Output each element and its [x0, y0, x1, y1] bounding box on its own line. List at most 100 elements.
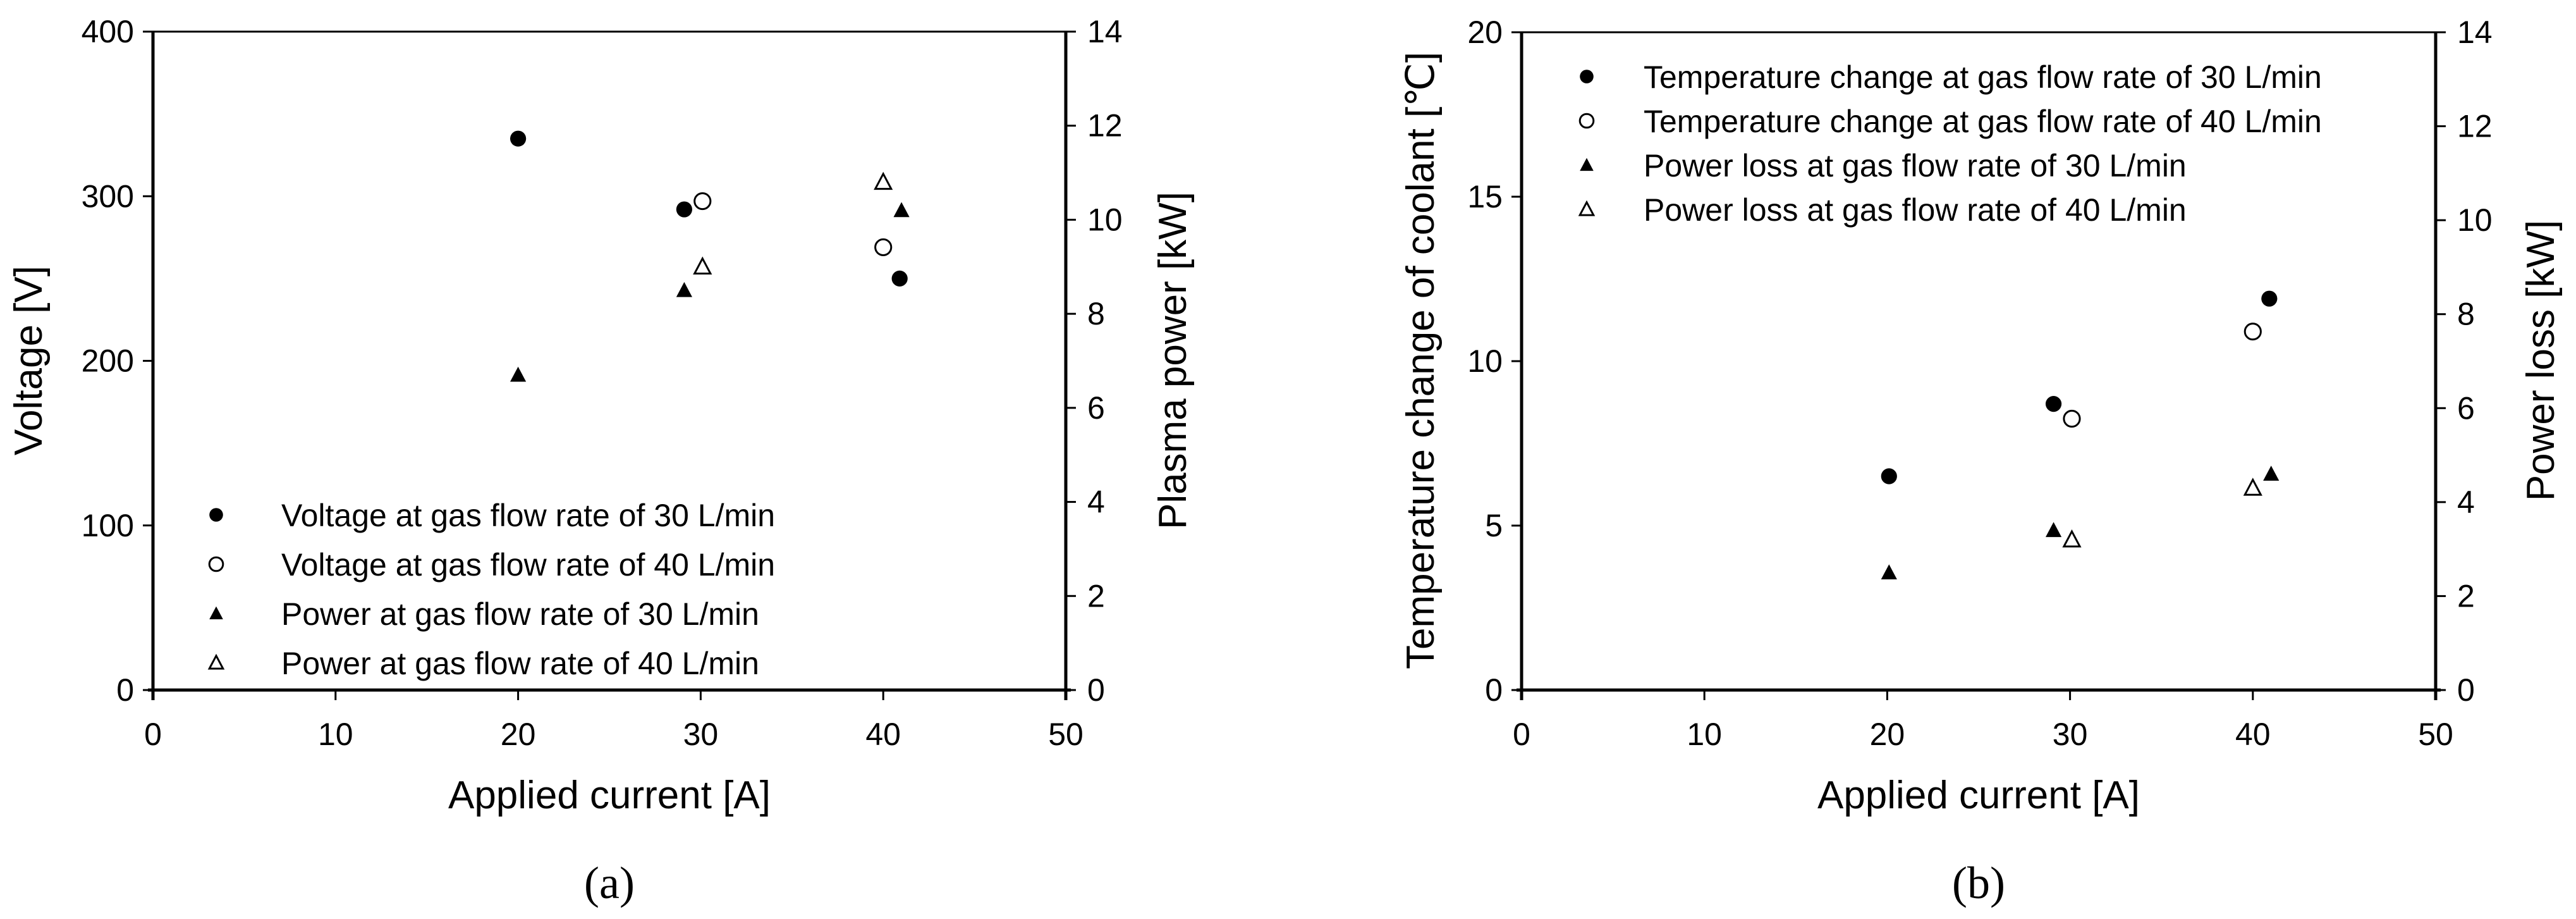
y2-tick-label: 6: [1087, 390, 1105, 426]
y2-tick-label: 0: [1087, 672, 1105, 708]
open-circle-data-point: [2063, 409, 2081, 428]
y2-tick-label: 14: [1087, 14, 1123, 49]
y2-tick-label: 14: [2457, 15, 2493, 50]
filled-circle-data-point: [676, 201, 693, 218]
filled-triangle-data-point: [510, 366, 527, 382]
panel-b-chart: 0 10 20 30 40 50 0 5 10 15 20 0 2 4 6 8 10 12 14 Tempera…: [1399, 15, 2563, 908]
y2-tick-label: 2: [1087, 578, 1105, 614]
y-axis-ticks: 0 5 10 15 20: [1467, 15, 1522, 708]
filled-triangle-legend-icon: [1580, 157, 1594, 171]
x-tick-label: 0: [1513, 717, 1530, 752]
x-tick-label: 50: [1048, 717, 1084, 752]
x-tick-label: 40: [2235, 717, 2271, 752]
legend-label: Power loss at gas flow rate of 40 L/min: [1644, 192, 2187, 228]
legend-label: Voltage at gas flow rate of 30 L/min: [281, 498, 775, 533]
y-tick-label: 10: [1467, 343, 1503, 379]
y2-axis-title: Plasma power [kW]: [1151, 192, 1195, 529]
y-tick-label: 400: [82, 14, 134, 49]
legend-label: Power at gas flow rate of 40 L/min: [281, 646, 759, 681]
legend-label: Power loss at gas flow rate of 30 L/min: [1644, 148, 2187, 183]
data-markers: [1881, 290, 2280, 579]
x-tick-label: 30: [2053, 717, 2088, 752]
legend-item: Power loss at gas flow rate of 40 L/min: [1578, 192, 2187, 228]
y2-tick-label: 12: [1087, 108, 1123, 144]
filled-circle-data-point: [2261, 290, 2278, 307]
filled-triangle-legend-icon: [209, 606, 223, 620]
legend-label: Temperature change at gas flow rate of 3…: [1644, 59, 2322, 95]
open-circle-data-point: [2243, 323, 2262, 341]
y2-tick-label: 8: [1087, 296, 1105, 331]
filled-circle-data-point: [1881, 468, 1897, 484]
x-axis-ticks: 0 10 20 30 40 50: [1513, 690, 2453, 752]
filled-triangle-data-point: [1881, 564, 1897, 579]
y2-axis-title: Power loss [kW]: [2519, 220, 2563, 501]
x-tick-label: 20: [1870, 717, 1905, 752]
x-tick-label: 0: [144, 717, 162, 752]
legend-item: Voltage at gas flow rate of 40 L/min: [208, 547, 775, 583]
legend-item: Power loss at gas flow rate of 30 L/min: [1580, 148, 2187, 183]
y-tick-label: 0: [1485, 672, 1503, 708]
x-tick-label: 10: [1687, 717, 1722, 752]
legend: Voltage at gas flow rate of 30 L/min Volt…: [207, 498, 775, 681]
filled-circle-data-point: [2045, 396, 2062, 412]
open-triangle-data-point: [2062, 529, 2082, 548]
y-tick-label: 5: [1485, 508, 1503, 543]
y-axis-title: Temperature change of coolant [℃]: [1399, 52, 1443, 669]
panel-a-chart: 0 10 20 30 40 50 0 100 200 300 400 0 2 4 6 8 10 12 14 Vo…: [7, 14, 1195, 908]
x-tick-label: 20: [501, 717, 536, 752]
open-triangle-data-point: [874, 171, 893, 190]
y2-tick-label: 10: [2457, 202, 2493, 238]
filled-triangle-data-point: [893, 202, 910, 218]
y2-tick-label: 6: [2457, 390, 2475, 426]
y-tick-label: 15: [1467, 179, 1503, 214]
open-triangle-data-point: [693, 256, 712, 274]
legend-item: Temperature change at gas flow rate of 3…: [1580, 59, 2322, 95]
open-circle-data-point: [693, 192, 712, 211]
data-markers: [510, 130, 910, 382]
y2-tick-label: 4: [2457, 484, 2475, 520]
y-tick-label: 100: [82, 508, 134, 543]
filled-circle-legend-icon: [209, 508, 223, 522]
open-circle-legend-icon: [208, 556, 224, 572]
y2-tick-label: 10: [1087, 202, 1123, 237]
x-tick-label: 50: [2418, 717, 2453, 752]
legend-label: Voltage at gas flow rate of 40 L/min: [281, 547, 775, 583]
plot-frame: [1517, 31, 2441, 700]
x-axis-title: Applied current [A]: [448, 774, 771, 817]
x-axis-title: Applied current [A]: [1817, 774, 2140, 817]
filled-circle-legend-icon: [1580, 70, 1594, 83]
open-triangle-data-point: [2243, 478, 2262, 496]
y-tick-label: 0: [116, 672, 134, 708]
y2-tick-label: 4: [1087, 484, 1105, 520]
legend-label: Power at gas flow rate of 30 L/min: [281, 596, 759, 632]
legend-label: Temperature change at gas flow rate of 4…: [1644, 104, 2322, 139]
x-axis-ticks: 0 10 20 30 40 50: [144, 690, 1084, 752]
y-tick-label: 200: [82, 343, 134, 379]
filled-circle-data-point: [510, 130, 527, 147]
y2-tick-label: 2: [2457, 578, 2475, 614]
x-tick-label: 10: [318, 717, 353, 752]
open-circle-data-point: [874, 238, 893, 257]
y-tick-label: 300: [82, 178, 134, 214]
panel-label-b: (b): [1952, 858, 2005, 908]
open-circle-legend-icon: [1578, 113, 1595, 129]
open-triangle-legend-icon: [207, 653, 225, 670]
y-axis-title: Voltage [V]: [7, 266, 51, 455]
filled-triangle-data-point: [2045, 522, 2062, 538]
legend-item: Temperature change at gas flow rate of 4…: [1578, 104, 2322, 139]
panel-label-a: (a): [584, 858, 635, 908]
y2-axis-ticks: 0 2 4 6 8 10 12 14: [2436, 15, 2493, 708]
legend-item: Power at gas flow rate of 30 L/min: [209, 596, 759, 632]
y2-axis-ticks: 0 2 4 6 8 10 12 14: [1066, 14, 1123, 708]
y2-tick-label: 0: [2457, 672, 2475, 708]
x-tick-label: 40: [865, 717, 901, 752]
filled-circle-data-point: [891, 270, 908, 287]
y-axis-ticks: 0 100 200 300 400: [82, 14, 153, 708]
y2-tick-label: 12: [2457, 109, 2493, 144]
y2-tick-label: 8: [2457, 297, 2475, 332]
filled-triangle-data-point: [2263, 466, 2280, 481]
open-triangle-legend-icon: [1578, 200, 1596, 216]
legend: Temperature change at gas flow rate of 3…: [1578, 59, 2322, 228]
x-tick-label: 30: [683, 717, 719, 752]
